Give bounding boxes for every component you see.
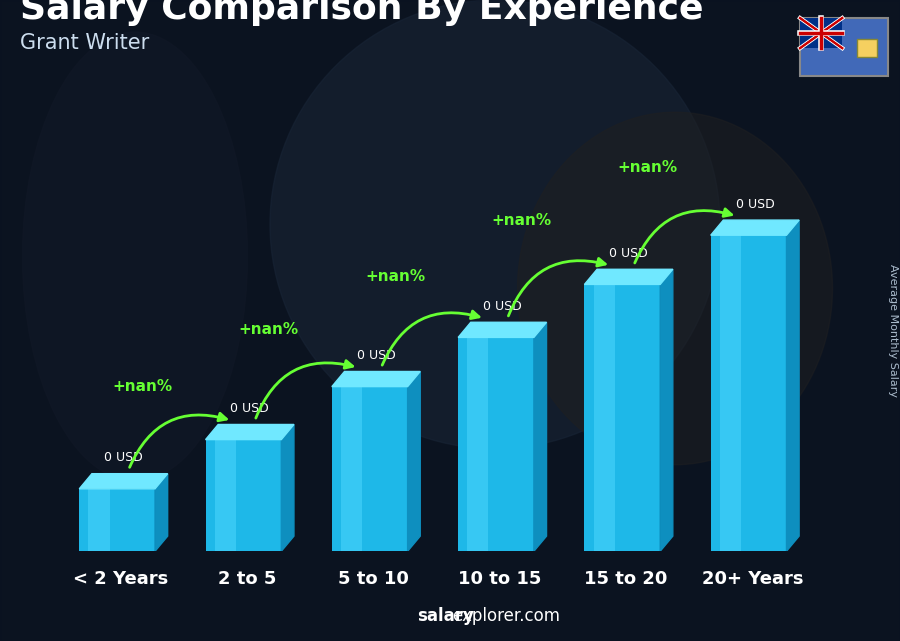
Polygon shape: [711, 220, 799, 235]
Text: 10 to 15: 10 to 15: [458, 570, 542, 588]
Text: Average Monthly Salary: Average Monthly Salary: [888, 265, 898, 397]
Text: 2 to 5: 2 to 5: [218, 570, 276, 588]
Bar: [720, 235, 741, 551]
Text: 0 USD: 0 USD: [230, 402, 269, 415]
Text: +nan%: +nan%: [238, 322, 299, 337]
Text: 15 to 20: 15 to 20: [584, 570, 668, 588]
Text: 0 USD: 0 USD: [483, 300, 522, 313]
Bar: [593, 285, 615, 551]
Polygon shape: [205, 424, 294, 440]
Bar: [800, 18, 888, 76]
Bar: [214, 440, 236, 551]
Bar: [341, 387, 362, 551]
Text: Grant Writer: Grant Writer: [20, 33, 149, 53]
Text: salary: salary: [417, 607, 474, 625]
Polygon shape: [661, 269, 673, 551]
Ellipse shape: [270, 0, 720, 449]
Ellipse shape: [518, 112, 832, 465]
Text: +nan%: +nan%: [364, 269, 425, 285]
Text: 0 USD: 0 USD: [104, 451, 143, 464]
Polygon shape: [282, 424, 294, 551]
Text: 5 to 10: 5 to 10: [338, 570, 409, 588]
Text: Salary Comparison By Experience: Salary Comparison By Experience: [20, 0, 704, 26]
Bar: [857, 39, 877, 57]
Polygon shape: [584, 269, 673, 285]
Bar: [800, 18, 842, 48]
Polygon shape: [408, 372, 420, 551]
Text: 0 USD: 0 USD: [735, 197, 774, 211]
Polygon shape: [458, 322, 546, 337]
Polygon shape: [332, 372, 420, 387]
Text: 0 USD: 0 USD: [356, 349, 395, 362]
Text: +nan%: +nan%: [112, 379, 173, 394]
Polygon shape: [787, 220, 799, 551]
Bar: [458, 337, 534, 551]
Polygon shape: [534, 322, 546, 551]
Ellipse shape: [22, 32, 248, 481]
Polygon shape: [155, 474, 167, 551]
Bar: [711, 235, 787, 551]
Text: +nan%: +nan%: [491, 213, 552, 228]
Text: < 2 Years: < 2 Years: [73, 570, 168, 588]
Bar: [88, 489, 110, 551]
Text: 20+ Years: 20+ Years: [702, 570, 803, 588]
Bar: [205, 440, 282, 551]
Text: 0 USD: 0 USD: [609, 247, 648, 260]
Bar: [332, 387, 408, 551]
Bar: [79, 489, 155, 551]
Bar: [584, 285, 661, 551]
Bar: [467, 337, 489, 551]
Text: +nan%: +nan%: [617, 160, 678, 174]
Polygon shape: [79, 474, 167, 489]
Text: explorer.com: explorer.com: [452, 607, 560, 625]
